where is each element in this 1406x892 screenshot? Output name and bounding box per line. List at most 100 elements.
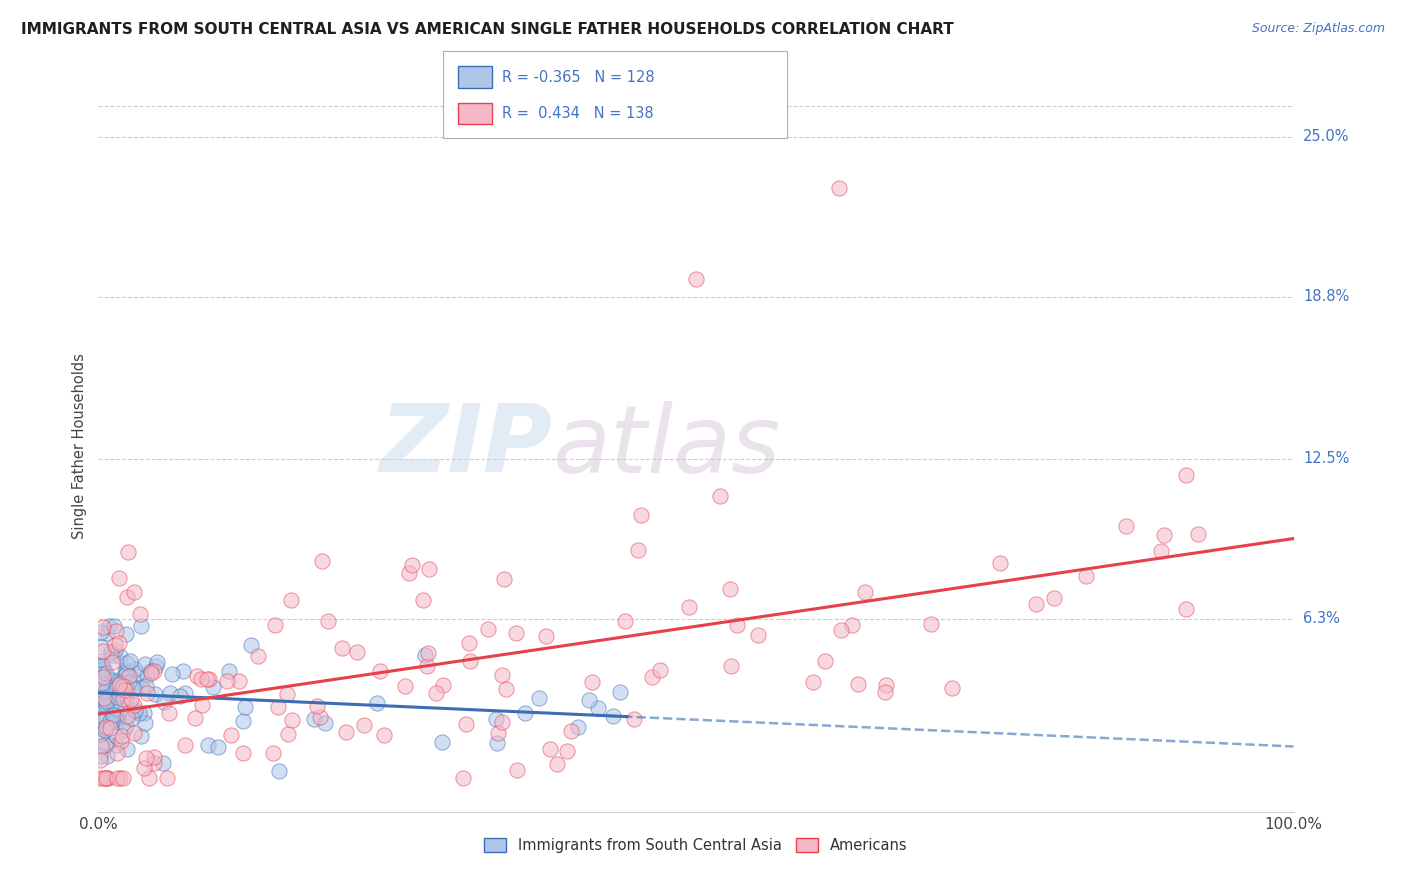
Point <box>112 771 135 785</box>
Point <box>93 691 115 706</box>
Point <box>830 624 852 638</box>
Point <box>91 676 114 690</box>
Point <box>267 764 290 778</box>
Text: 25.0%: 25.0% <box>1303 129 1350 145</box>
Point <box>96 692 118 706</box>
Point <box>104 729 127 743</box>
Point <box>103 695 125 709</box>
Point <box>586 701 609 715</box>
Point <box>117 665 139 679</box>
Point <box>108 636 131 650</box>
Point <box>491 714 513 729</box>
Point <box>122 698 145 712</box>
Point <box>121 692 143 706</box>
Point <box>718 582 741 597</box>
Point <box>117 545 139 559</box>
Point <box>110 702 132 716</box>
Point <box>418 562 440 576</box>
Point <box>97 689 120 703</box>
Point <box>115 708 138 723</box>
Point <box>105 746 128 760</box>
Point <box>276 687 298 701</box>
Point <box>373 728 395 742</box>
Point <box>492 573 515 587</box>
Point <box>314 715 336 730</box>
Point <box>124 705 146 719</box>
Point <box>93 663 115 677</box>
Point <box>111 692 134 706</box>
Point <box>941 681 963 695</box>
Point <box>117 742 139 756</box>
Point <box>747 628 769 642</box>
Point <box>534 629 557 643</box>
Point <box>398 566 420 580</box>
Point <box>218 664 240 678</box>
Point <box>97 771 120 785</box>
Point <box>124 726 146 740</box>
Point <box>139 666 162 681</box>
Point <box>485 736 508 750</box>
Point <box>846 677 869 691</box>
Point <box>101 655 124 669</box>
Point <box>335 725 357 739</box>
Point <box>118 654 141 668</box>
Point <box>557 744 579 758</box>
Point <box>100 721 122 735</box>
Point <box>546 756 568 771</box>
Point <box>89 749 111 764</box>
Point <box>609 685 631 699</box>
Point <box>132 706 155 720</box>
Point <box>104 738 127 752</box>
Point <box>108 676 131 690</box>
Point <box>875 685 897 699</box>
Point <box>101 707 124 722</box>
Point <box>578 693 600 707</box>
Point <box>366 696 388 710</box>
Point <box>1043 591 1066 606</box>
Point <box>90 624 112 639</box>
Point <box>96 626 118 640</box>
Point <box>115 680 138 694</box>
Point <box>124 681 146 696</box>
Point <box>186 669 208 683</box>
Point <box>495 682 517 697</box>
Text: R =  0.434   N = 138: R = 0.434 N = 138 <box>502 106 654 121</box>
Point <box>134 657 156 672</box>
Point <box>89 771 111 785</box>
Point <box>330 641 353 656</box>
Point <box>602 708 624 723</box>
Point <box>235 699 257 714</box>
Point <box>316 614 339 628</box>
Point <box>110 672 132 686</box>
Point <box>103 695 125 709</box>
Point <box>157 706 180 721</box>
Point <box>96 677 118 691</box>
Point <box>100 704 122 718</box>
Point <box>1187 526 1209 541</box>
Point <box>262 746 284 760</box>
Point <box>128 607 150 622</box>
Point <box>1153 528 1175 542</box>
Point <box>97 696 120 710</box>
Point <box>368 664 391 678</box>
Y-axis label: Single Father Households: Single Father Households <box>72 353 87 539</box>
Point <box>110 734 132 748</box>
Point <box>98 714 121 728</box>
Point <box>394 679 416 693</box>
Point <box>115 656 138 670</box>
Point <box>112 723 135 737</box>
Text: atlas: atlas <box>553 401 780 491</box>
Point <box>264 618 287 632</box>
Point <box>103 673 125 687</box>
Point <box>91 723 114 737</box>
Point <box>108 771 131 785</box>
Point <box>96 771 118 785</box>
Point <box>104 638 127 652</box>
Point <box>232 746 254 760</box>
Point <box>91 644 114 658</box>
Point <box>100 645 122 659</box>
Point <box>458 636 481 650</box>
Point <box>215 674 238 689</box>
Point <box>920 617 942 632</box>
Point <box>90 710 112 724</box>
